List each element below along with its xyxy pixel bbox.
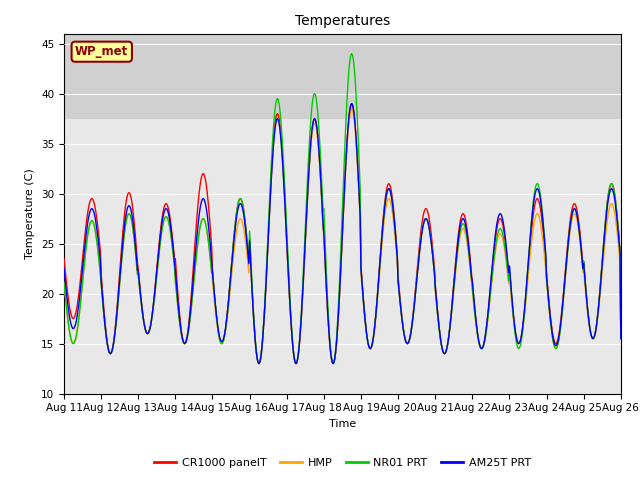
AM25T PRT [390,209,397,215]
CR1000 panelT [182,338,190,344]
Line: NR01 PRT: NR01 PRT [64,54,621,364]
AM25T PRT [255,361,263,367]
AM25T PRT [206,240,214,246]
CR1000 panelT [255,361,263,367]
CR1000 panelT [60,256,68,262]
AM25T PRT [617,336,625,341]
NR01 PRT [348,51,356,57]
Legend: CR1000 panelT, HMP, NR01 PRT, AM25T PRT: CR1000 panelT, HMP, NR01 PRT, AM25T PRT [150,453,535,472]
CR1000 panelT [390,205,397,211]
NR01 PRT [335,300,342,306]
NR01 PRT [182,338,190,344]
X-axis label: Time: Time [329,419,356,429]
Title: Temperatures: Temperatures [295,14,390,28]
Line: CR1000 panelT: CR1000 panelT [64,104,621,364]
HMP [60,279,68,285]
HMP [255,361,263,367]
AM25T PRT [445,337,452,343]
HMP [182,338,190,344]
AM25T PRT [568,215,575,221]
CR1000 panelT [617,336,625,341]
AM25T PRT [348,101,356,107]
HMP [390,218,397,224]
CR1000 panelT [206,223,214,229]
NR01 PRT [255,361,263,367]
HMP [348,106,356,111]
Line: AM25T PRT: AM25T PRT [64,104,621,364]
NR01 PRT [568,215,575,221]
HMP [617,336,625,341]
NR01 PRT [60,279,68,285]
AM25T PRT [335,310,342,316]
NR01 PRT [206,254,214,260]
CR1000 panelT [335,310,342,316]
AM25T PRT [182,338,190,344]
Text: WP_met: WP_met [75,45,129,58]
CR1000 panelT [445,336,452,342]
NR01 PRT [390,209,397,215]
AM25T PRT [60,266,68,272]
Line: HMP: HMP [64,108,621,364]
CR1000 panelT [568,210,575,216]
NR01 PRT [617,336,625,341]
CR1000 panelT [348,101,356,107]
Bar [64,34,621,119]
HMP [335,311,342,317]
Y-axis label: Temperature (C): Temperature (C) [26,168,35,259]
HMP [568,220,575,226]
NR01 PRT [445,337,452,343]
HMP [206,254,214,260]
HMP [445,338,452,344]
